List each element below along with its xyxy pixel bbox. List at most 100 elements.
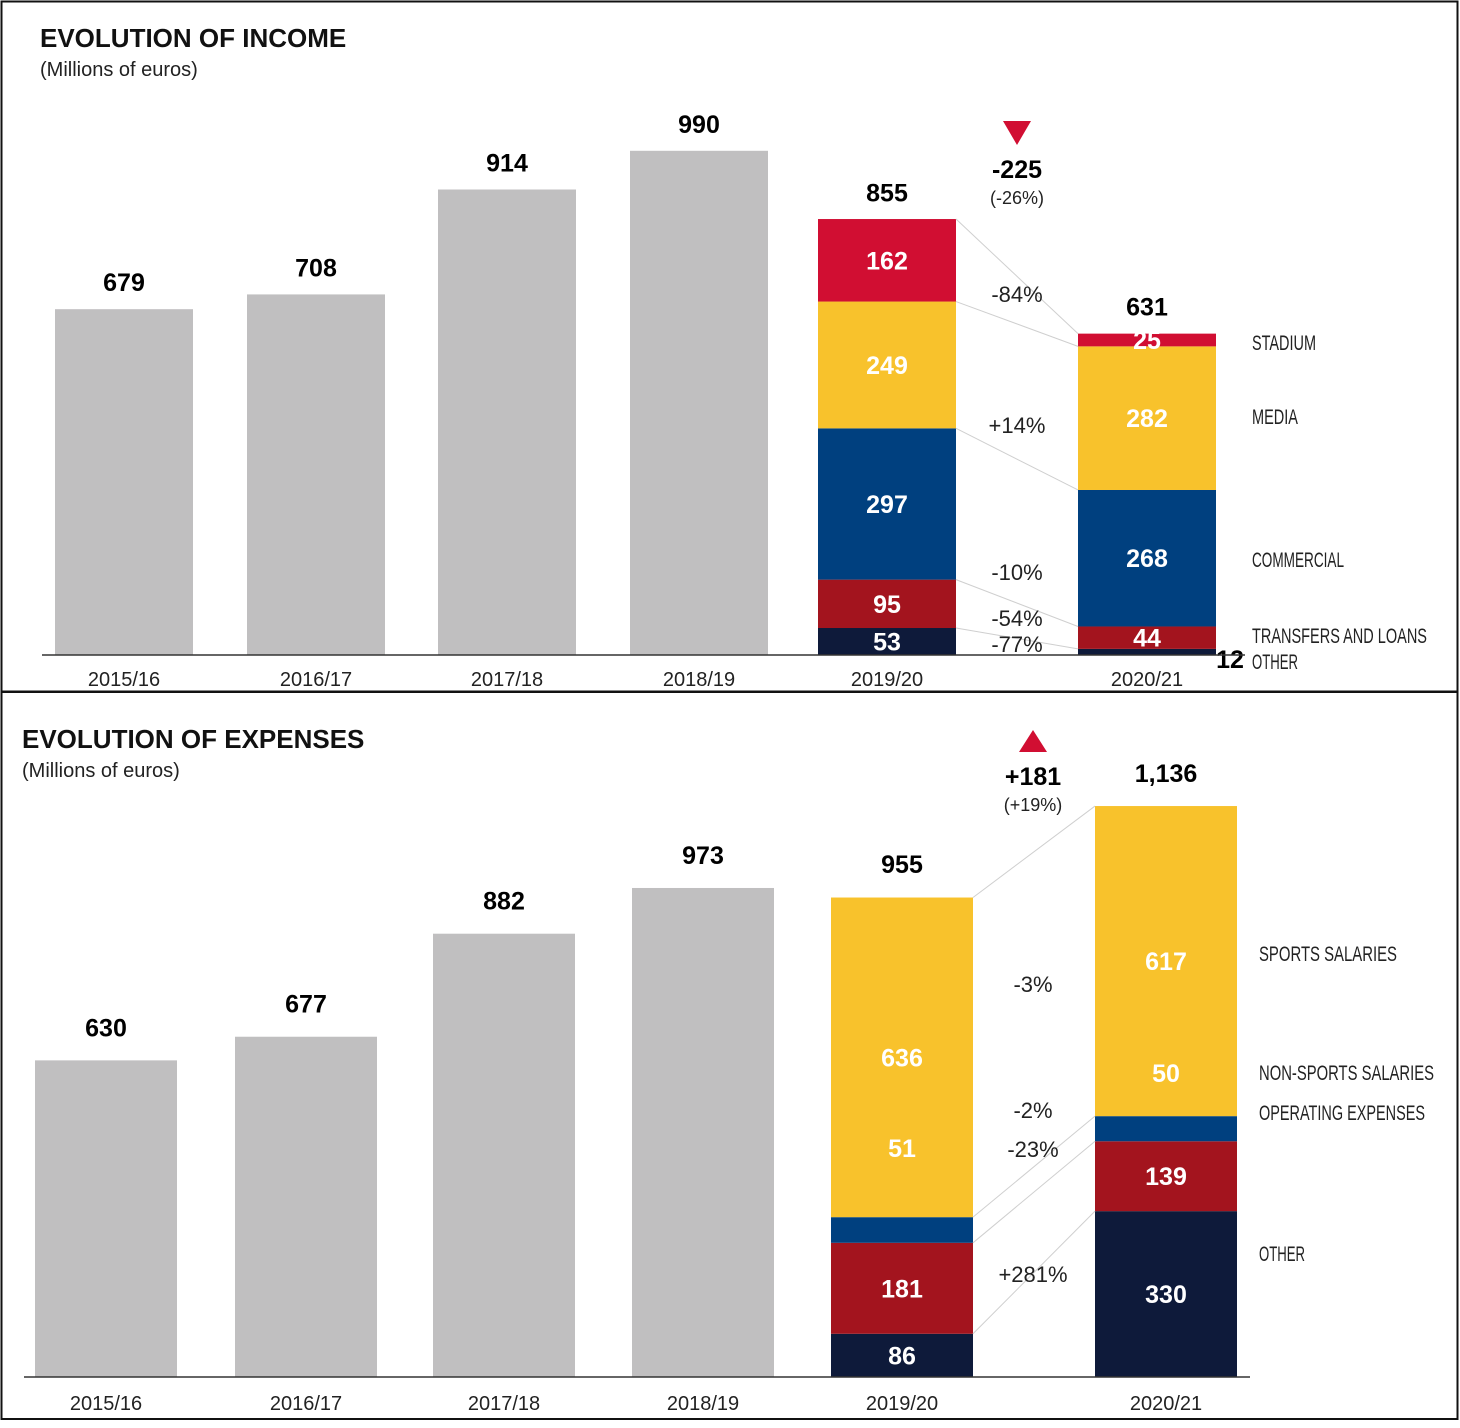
expenses-connector-line — [972, 1115, 1096, 1218]
income-chart-subtitle: (Millions of euros) — [40, 59, 198, 81]
income-segment-media — [1078, 346, 1216, 490]
income-total-label: 679 — [103, 269, 145, 297]
income-x-tick-label: 2019/20 — [851, 669, 923, 691]
expenses-segment-non-sports-salaries — [831, 1217, 973, 1243]
expenses-segment-other — [831, 1333, 973, 1377]
income-legend-label: STADIUM — [1252, 332, 1316, 355]
expenses-bar-2018/19 — [632, 887, 774, 1377]
expenses-change-total: +181 — [1005, 763, 1061, 791]
expenses-bar-2016/17 — [235, 1036, 377, 1377]
income-segment-transfers-and-loans — [818, 579, 956, 629]
income-segment-media — [818, 301, 956, 429]
expenses-x-tick-label: 2020/21 — [1130, 1393, 1202, 1415]
income-bar-2015/16 — [55, 309, 193, 655]
expenses-change-label: -3% — [1013, 972, 1052, 997]
income-segment-label: 95 — [873, 591, 901, 619]
expenses-change-label: +281% — [998, 1262, 1067, 1287]
expenses-legend-label: SPORTS SALARIES — [1259, 943, 1397, 966]
expenses-total-label: 973 — [682, 842, 724, 870]
expenses-total-label: 677 — [285, 991, 327, 1019]
expenses-segment-sports-salaries — [831, 897, 973, 1218]
income-total-label: 708 — [295, 254, 337, 282]
triangle-down-icon — [1003, 121, 1031, 145]
expenses-total-label: 882 — [483, 888, 525, 916]
income-connector-line — [955, 427, 1079, 491]
income-segment-transfers-and-loans — [1078, 626, 1216, 649]
income-segment-stadium — [818, 219, 956, 302]
expenses-x-tick-label: 2017/18 — [468, 1393, 540, 1415]
income-segment-other — [1078, 648, 1216, 655]
income-x-tick-label: 2018/19 — [663, 669, 735, 691]
income-change-label: -10% — [991, 560, 1042, 585]
expenses-change-label: -23% — [1007, 1137, 1058, 1162]
expenses-total-label: 1,136 — [1135, 760, 1198, 788]
expenses-segment-label: 636 — [881, 1044, 923, 1072]
expenses-segment-other — [1095, 1211, 1237, 1377]
income-total-label: 855 — [866, 180, 908, 208]
expenses-segment-label: 50 — [1152, 1060, 1180, 1088]
income-total-label: 990 — [678, 111, 720, 139]
expenses-segment-label: 86 — [888, 1342, 916, 1370]
income-segment-commercial — [818, 428, 956, 580]
income-x-tick-label: 2015/16 — [88, 669, 160, 691]
income-change-label: -54% — [991, 606, 1042, 631]
income-segment-label: 282 — [1126, 405, 1168, 433]
income-connector-line — [955, 218, 1079, 334]
income-change-label: -77% — [991, 632, 1042, 657]
income-segment-other — [818, 628, 956, 655]
expenses-segment-label: 51 — [888, 1135, 916, 1163]
expenses-segment-label: 181 — [881, 1275, 923, 1303]
income-change-total: -225 — [992, 156, 1042, 184]
expenses-change-label: -2% — [1013, 1098, 1052, 1123]
expenses-x-tick-label: 2019/20 — [866, 1393, 938, 1415]
expenses-legend-label: OTHER — [1259, 1243, 1305, 1266]
expenses-chart-title: EVOLUTION OF EXPENSES — [22, 724, 364, 754]
income-segment-label: 297 — [866, 491, 908, 519]
expenses-bar-2015/16 — [35, 1060, 177, 1377]
income-segment-label: 249 — [866, 352, 908, 380]
expenses-segment-sports-salaries — [1095, 806, 1237, 1117]
income-legend-label: TRANSFERS AND LOANS — [1252, 625, 1427, 648]
expenses-segment-non-sports-salaries — [1095, 1116, 1237, 1142]
expenses-change-percent: (+19%) — [1004, 795, 1063, 815]
income-x-tick-label: 2020/21 — [1111, 669, 1183, 691]
income-legend-label: COMMERCIAL — [1252, 549, 1344, 572]
income-segment-label: 25 — [1133, 327, 1161, 355]
expenses-x-tick-label: 2016/17 — [270, 1393, 342, 1415]
expenses-segment-label: 330 — [1145, 1281, 1187, 1309]
income-connector-line — [955, 627, 1079, 650]
expenses-connector-line — [972, 1210, 1096, 1335]
income-bar-2017/18 — [438, 189, 576, 655]
expenses-connector-line — [972, 1140, 1096, 1244]
income-legend-label: MEDIA — [1252, 406, 1298, 429]
income-segment-commercial — [1078, 489, 1216, 627]
income-segment-label: 44 — [1133, 625, 1161, 653]
income-segment-label: 162 — [866, 247, 908, 275]
income-connector-line — [955, 301, 1079, 347]
expenses-segment-label: 617 — [1145, 948, 1187, 976]
expenses-x-tick-label: 2015/16 — [70, 1393, 142, 1415]
expenses-segment-operating-expenses — [1095, 1141, 1237, 1212]
income-total-label: 631 — [1126, 294, 1168, 322]
income-change-percent: (-26%) — [990, 188, 1044, 208]
income-connector-line — [955, 579, 1079, 627]
expenses-segment-operating-expenses — [831, 1242, 973, 1334]
income-chart-title: EVOLUTION OF INCOME — [40, 23, 346, 53]
expenses-bar-2017/18 — [433, 933, 575, 1377]
income-x-tick-label: 2017/18 — [471, 669, 543, 691]
expenses-chart-subtitle: (Millions of euros) — [22, 760, 180, 782]
expenses-x-tick-label: 2018/19 — [667, 1393, 739, 1415]
income-change-label: -84% — [991, 282, 1042, 307]
income-legend-label: OTHER — [1252, 651, 1298, 674]
income-bar-2018/19 — [630, 150, 768, 655]
expenses-total-label: 955 — [881, 851, 923, 879]
income-segment-label: 268 — [1126, 545, 1168, 573]
income-change-label: +14% — [989, 413, 1046, 438]
income-total-label: 914 — [486, 149, 528, 177]
income-segment-stadium — [1078, 333, 1216, 347]
triangle-up-icon — [1019, 730, 1047, 752]
expenses-legend-label: OPERATING EXPENSES — [1259, 1102, 1425, 1125]
expenses-segment-label: 139 — [1145, 1163, 1187, 1191]
